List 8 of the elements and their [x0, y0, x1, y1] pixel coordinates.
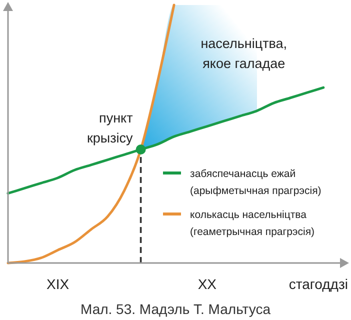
annotation: насельніцтва, якое галадае	[200, 36, 288, 71]
legend-label: колькасць насельніцтва (геаметрычная прагрэсія)	[190, 209, 315, 238]
x-tick-label: XIX	[46, 276, 70, 292]
legend-label: забяспечанасць ежай (арыфметычная прагрэсія)	[190, 168, 322, 197]
annotation: пункт крызісу	[86, 110, 134, 146]
x-tick-label: XX	[198, 276, 218, 292]
text: Мал. 53. Мадэль Т. Мальтуса	[80, 301, 271, 317]
x-axis-title: стагоддзі	[288, 276, 348, 292]
